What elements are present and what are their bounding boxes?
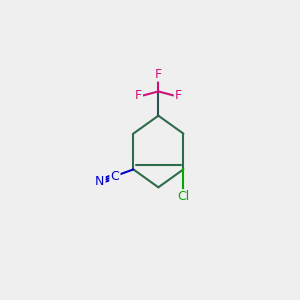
Text: C: C (110, 169, 119, 183)
Text: F: F (155, 68, 162, 81)
Text: F: F (135, 89, 142, 102)
Text: F: F (175, 89, 182, 102)
Text: N: N (95, 175, 104, 188)
Text: Cl: Cl (177, 190, 190, 203)
